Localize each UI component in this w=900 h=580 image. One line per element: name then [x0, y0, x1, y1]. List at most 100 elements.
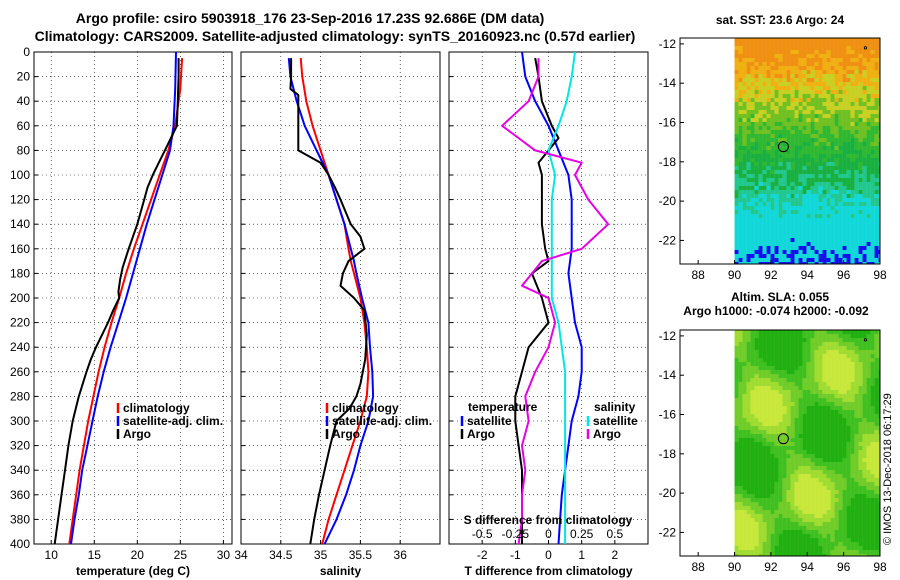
- map-cell: [738, 258, 743, 262]
- map-cell: [734, 94, 739, 98]
- map-cell: [874, 166, 879, 170]
- map-cell: [734, 174, 739, 178]
- map-cell: [838, 122, 843, 126]
- map-cell: [750, 102, 755, 106]
- map-cell: [758, 458, 763, 462]
- map-cell: [870, 154, 875, 158]
- map-cell: [782, 182, 787, 186]
- map-cell: [738, 50, 743, 54]
- map-cell: [746, 334, 751, 338]
- map-cell: [838, 130, 843, 134]
- map-cell: [846, 482, 851, 486]
- map-cell: [794, 226, 799, 230]
- map-cell: [810, 230, 815, 234]
- map-cell: [770, 410, 775, 414]
- map-cell: [830, 38, 835, 42]
- map-cell: [758, 182, 763, 186]
- map-cell: [806, 110, 811, 114]
- map-cell: [782, 258, 787, 262]
- map-cell: [878, 82, 880, 86]
- map-cell: [842, 70, 847, 74]
- map-cell: [750, 374, 755, 378]
- map-cell: [790, 182, 795, 186]
- map-cell: [858, 78, 863, 82]
- map-cell: [842, 226, 847, 230]
- map-cell: [770, 502, 775, 506]
- map-cell: [838, 410, 843, 414]
- map-cell: [842, 262, 847, 264]
- map-cell: [834, 178, 839, 182]
- map-cell: [762, 134, 767, 138]
- map-cell: [862, 258, 867, 262]
- map-cell: [842, 254, 847, 258]
- map-cell: [858, 430, 863, 434]
- map-cell: [814, 86, 819, 90]
- map-cell: [786, 490, 791, 494]
- map-cell: [758, 250, 763, 254]
- map-cell: [830, 142, 835, 146]
- map-cell: [762, 110, 767, 114]
- map-cell: [866, 250, 871, 254]
- map-cell: [822, 78, 827, 82]
- x-tick-label: 36: [394, 548, 408, 562]
- map-cell: [798, 66, 803, 70]
- map-cell: [766, 490, 771, 494]
- map-cell: [866, 194, 871, 198]
- map-cell: [846, 342, 851, 346]
- map-cell: [742, 426, 747, 430]
- map-cell: [802, 334, 807, 338]
- map-cell: [742, 86, 747, 90]
- map-cell: [798, 454, 803, 458]
- map-cell: [826, 398, 831, 402]
- map-cell: [878, 542, 880, 546]
- map-cell: [738, 102, 743, 106]
- map-cell: [810, 166, 815, 170]
- map-cell: [770, 490, 775, 494]
- y-tick-label: 180: [10, 266, 30, 280]
- map-cell: [750, 338, 755, 342]
- map-cell: [770, 434, 775, 438]
- map-cell: [746, 118, 751, 122]
- map-cell: [734, 90, 739, 94]
- map-cell: [766, 494, 771, 498]
- map-cell: [866, 538, 871, 542]
- map-cell: [810, 122, 815, 126]
- map-cell: [790, 202, 795, 206]
- map-cell: [750, 450, 755, 454]
- map-cell: [830, 330, 835, 334]
- map-cell: [754, 178, 759, 182]
- map-cell: [822, 402, 827, 406]
- map-cell: [742, 226, 747, 230]
- map-cell: [826, 250, 831, 254]
- map-cell: [806, 366, 811, 370]
- map-cell: [750, 466, 755, 470]
- map-cell: [782, 362, 787, 366]
- map-cell: [734, 182, 739, 186]
- map-cell: [770, 238, 775, 242]
- map-cell: [762, 70, 767, 74]
- map-cell: [738, 482, 743, 486]
- map-cell: [870, 186, 875, 190]
- map-cell: [742, 246, 747, 250]
- map-cell: [782, 126, 787, 130]
- map-cell: [858, 394, 863, 398]
- map-cell: [806, 534, 811, 538]
- map-cell: [870, 466, 875, 470]
- map-cell: [834, 170, 839, 174]
- map-cell: [802, 182, 807, 186]
- map-cell: [738, 238, 743, 242]
- map-cell: [822, 150, 827, 154]
- map-cell: [790, 94, 795, 98]
- map-cell: [758, 510, 763, 514]
- map-cell: [778, 122, 783, 126]
- map-cell: [838, 330, 843, 334]
- map-cell: [742, 474, 747, 478]
- map-cell: [802, 90, 807, 94]
- map-cell: [822, 410, 827, 414]
- map-cell: [794, 178, 799, 182]
- map-cell: [838, 542, 843, 546]
- map-cell: [830, 410, 835, 414]
- map-cell: [782, 202, 787, 206]
- map-cell: [766, 246, 771, 250]
- map-cell: [742, 518, 747, 522]
